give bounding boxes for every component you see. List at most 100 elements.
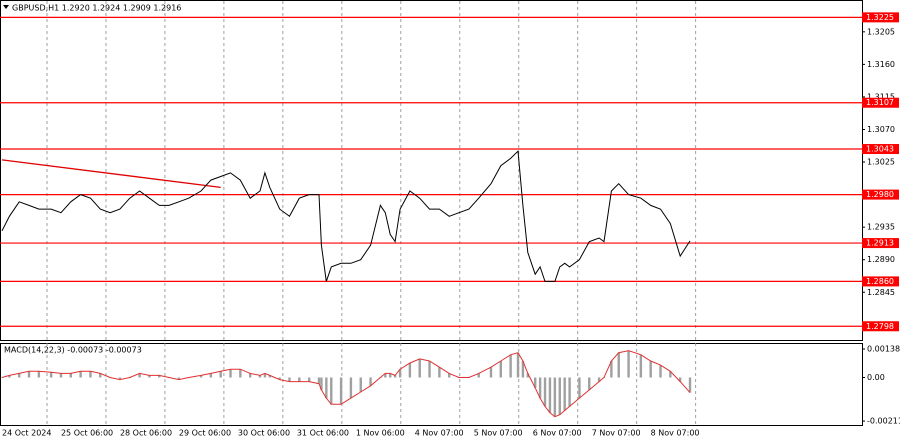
level-label-box <box>862 238 899 249</box>
macd-bar <box>59 373 63 378</box>
macd-bar <box>489 367 493 378</box>
macd-bar <box>678 377 682 382</box>
price-line <box>1 150 691 282</box>
macd-title: MACD(14,22,3) -0.00073 -0.00073 <box>4 346 142 355</box>
y-tick-label: 1.3160 <box>867 60 895 69</box>
macd-bar <box>229 369 232 378</box>
macd-bar <box>597 377 601 382</box>
macd-bar <box>538 377 542 399</box>
macd-bar <box>553 377 557 417</box>
level-label: 1.2860 <box>866 277 894 286</box>
macd-bar <box>509 354 512 378</box>
macd-bar <box>248 373 252 378</box>
y-tick-label: 1.2845 <box>867 288 895 297</box>
y-tick-label: 1.3070 <box>867 125 895 134</box>
macd-bar <box>138 373 141 378</box>
macd-bar <box>659 365 662 378</box>
y-tick-label: 1.3115 <box>867 92 895 101</box>
macd-bar <box>320 377 323 390</box>
macd-bar <box>688 377 692 393</box>
title-arrow <box>3 5 9 9</box>
level-label: 1.2913 <box>866 239 894 248</box>
level-label: 1.3043 <box>866 145 894 154</box>
macd-bar <box>359 377 362 392</box>
level-label: 1.2980 <box>866 190 894 199</box>
macd-bar <box>339 377 343 405</box>
macd-bar <box>330 377 333 405</box>
level-label: 1.3225 <box>866 13 894 22</box>
level-label-box <box>862 12 899 23</box>
x-tick-label: 7 Nov 07:00 <box>592 429 641 438</box>
macd-bar <box>393 375 397 378</box>
macd-bar <box>548 377 552 413</box>
macd-bar <box>79 371 82 378</box>
chart-title: GBPUSD,H1 1.2920 1.2924 1.2909 1.2916 <box>12 4 181 13</box>
macd-bar <box>158 375 161 378</box>
macd-bar <box>477 373 480 378</box>
x-tick-label: 29 Oct 06:00 <box>179 429 231 438</box>
level-label-box <box>862 97 899 108</box>
main-frame <box>0 0 863 341</box>
macd-bar <box>639 354 643 378</box>
level-label: 1.2798 <box>866 322 894 331</box>
macd-bar <box>578 377 581 399</box>
macd-bar <box>588 377 591 390</box>
x-tick-label: 24 Oct 2024 <box>2 429 51 438</box>
macd-bar <box>118 377 122 380</box>
macd-bar <box>209 373 213 378</box>
y-tick-label: 1.3025 <box>867 158 895 167</box>
macd-bar <box>298 377 301 382</box>
macd-bar <box>669 371 672 378</box>
x-tick-label: 28 Oct 06:00 <box>120 429 172 438</box>
macd-frame <box>0 343 863 426</box>
macd-bar <box>317 377 321 384</box>
y-tick-label: 1.2935 <box>867 223 895 232</box>
macd-bar <box>278 377 281 380</box>
macd-bar <box>558 377 561 415</box>
level-label-box <box>862 144 899 155</box>
level-label: 1.3107 <box>866 98 894 107</box>
macd-bar <box>499 360 502 378</box>
y-tick-label: 0.00138 <box>867 344 900 353</box>
macd-bar <box>199 375 203 378</box>
macd-bar <box>268 375 272 378</box>
macd-bar <box>408 363 412 378</box>
y-tick-label: 0.00 <box>867 373 885 382</box>
level-label-box <box>862 189 899 200</box>
macd-bar <box>49 372 53 378</box>
macd-bar <box>384 373 387 378</box>
macd-bar <box>325 377 328 399</box>
y-tick-label: -0.00211 <box>867 417 900 426</box>
y-tick-label: 1.3205 <box>867 27 895 36</box>
macd-bar <box>534 377 537 388</box>
macd-bar <box>563 377 566 411</box>
level-label-box <box>862 321 899 332</box>
x-tick-label: 5 Nov 07:00 <box>474 429 523 438</box>
macd-bar <box>69 373 72 378</box>
macd-bar <box>307 377 311 382</box>
x-tick-label: 25 Oct 06:00 <box>61 429 113 438</box>
macd-bar <box>516 352 520 378</box>
macd-bar <box>219 371 222 378</box>
macd-bar <box>258 375 262 378</box>
macd-bar <box>610 360 613 378</box>
x-tick-label: 31 Oct 06:00 <box>297 429 349 438</box>
signal-line <box>1 350 691 418</box>
macd-bar <box>543 377 547 407</box>
macd-bar <box>649 360 652 378</box>
macd-bar <box>448 373 451 378</box>
macd-bar <box>617 352 620 378</box>
x-tick-label: 4 Nov 07:00 <box>415 429 464 438</box>
macd-bar <box>369 377 372 386</box>
trendline <box>1 159 221 189</box>
macd-bar <box>438 367 441 378</box>
macd-bar <box>27 371 31 378</box>
macd-bar <box>349 377 353 399</box>
x-tick-label: 30 Oct 06:00 <box>238 429 290 438</box>
macd-bar <box>398 369 402 378</box>
macd-bar <box>568 377 571 407</box>
macd-bar <box>389 373 392 378</box>
macd-bar <box>0 377 4 378</box>
level-label-box <box>862 276 899 287</box>
